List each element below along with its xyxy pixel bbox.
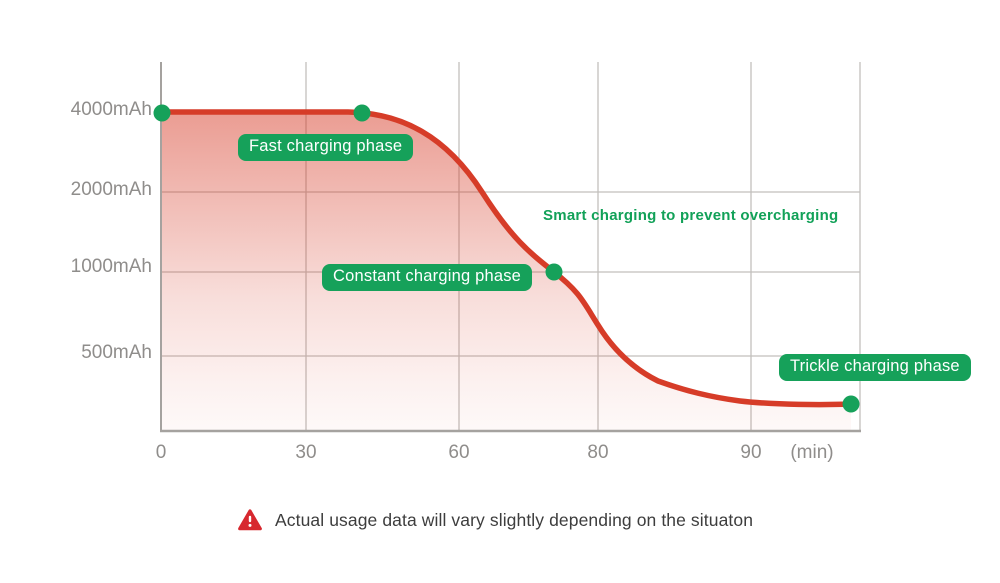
footnote: Actual usage data will vary slightly dep… [238,509,753,531]
smart-charging-note: Smart charging to prevent overcharging [543,207,839,224]
footnote-text: Actual usage data will vary slightly dep… [275,509,754,530]
x-tick-30: 30 [295,442,317,463]
charging-curve [158,109,854,408]
badge-fast-charging-phase: Fast charging phase [238,134,414,161]
y-tick-2000: 2000mAh [70,179,152,200]
marker-dot-start [153,104,171,122]
x-tick-0: 0 [155,442,167,463]
y-tick-4000: 4000mAh [70,99,152,120]
badge-trickle-charging-phase: Trickle charging phase [779,354,971,381]
marker-dot-trickle [842,395,860,413]
x-tick-80: 80 [587,442,609,463]
marker-dot-constant [545,263,563,281]
x-tick-60: 60 [448,442,470,463]
marker-dots [153,104,860,413]
marker-dot-fast-end [353,104,371,122]
y-tick-500: 500mAh [81,342,152,363]
badge-constant-charging-phase: Constant charging phase [322,264,533,291]
y-tick-1000: 1000mAh [70,256,152,277]
warning-triangle-icon [238,509,262,531]
x-tick-90: 90 [740,442,762,463]
x-axis-unit: (min) [790,442,834,463]
